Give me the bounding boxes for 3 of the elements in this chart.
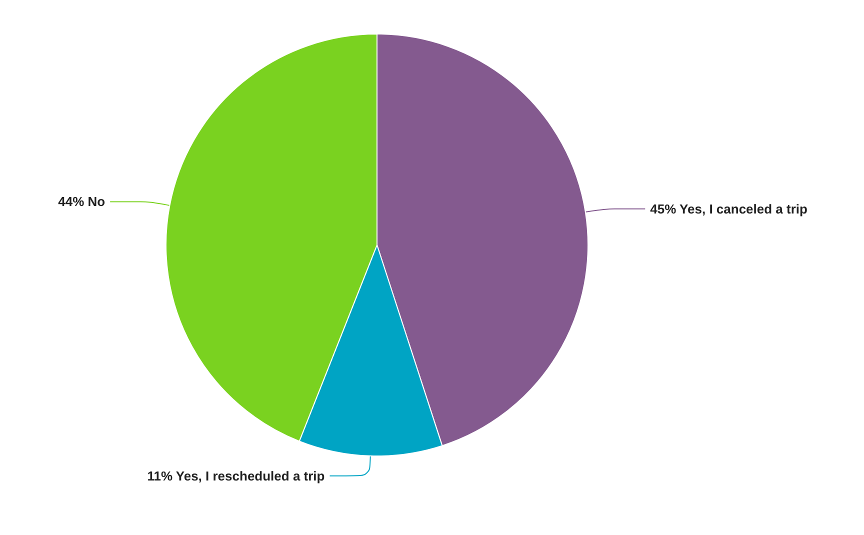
slice-label: 44% No — [58, 194, 106, 210]
slice-label: 45% Yes, I canceled a trip — [650, 201, 808, 216]
slice-label: 11% Yes, I rescheduled a trip — [147, 468, 325, 484]
